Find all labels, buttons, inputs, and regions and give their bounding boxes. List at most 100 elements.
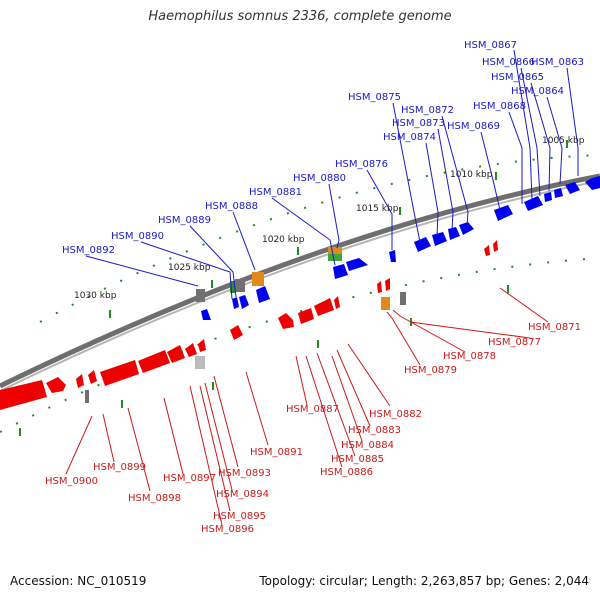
- leader-line: [508, 111, 523, 204]
- gene-label[interactable]: HSM_0865: [491, 72, 544, 83]
- gene-arrow[interactable]: [167, 345, 185, 363]
- gene-label[interactable]: HSM_0883: [348, 425, 401, 436]
- gene-label[interactable]: HSM_0898: [128, 493, 181, 504]
- gene-arrow[interactable]: [346, 258, 368, 271]
- feature-box[interactable]: [328, 254, 342, 261]
- gene-label[interactable]: HSM_0873: [392, 118, 445, 129]
- feature-box[interactable]: [196, 289, 205, 302]
- gene-arrow[interactable]: [239, 295, 249, 309]
- gene-arrow[interactable]: [232, 297, 239, 309]
- gene-arrow[interactable]: [298, 308, 314, 324]
- feature-box[interactable]: [381, 297, 390, 310]
- gene-label[interactable]: HSM_0890: [111, 231, 164, 242]
- gene-label[interactable]: HSM_0884: [341, 440, 394, 451]
- forward-gene-labels: HSM_0863 HSM_0864 HSM_0865 HSM_0866 HSM_…: [62, 40, 584, 256]
- scale-label: 1015 kbp: [356, 204, 399, 214]
- gene-arrow[interactable]: [46, 377, 66, 393]
- gene-arrow[interactable]: [377, 281, 382, 293]
- gene-arrow[interactable]: [484, 245, 490, 256]
- gene-arrow[interactable]: [138, 350, 170, 373]
- reverse-leader-lines: [65, 287, 549, 526]
- gene-arrow[interactable]: [88, 370, 97, 384]
- feature-box[interactable]: [85, 390, 89, 403]
- scale-label: 1010 kbp: [450, 170, 493, 180]
- reverse-gene-track: [0, 240, 498, 410]
- gene-arrow[interactable]: [448, 227, 460, 240]
- gene-label[interactable]: HSM_0891: [250, 447, 303, 458]
- gene-arrow[interactable]: [544, 192, 552, 202]
- gene-label[interactable]: HSM_0897: [163, 473, 216, 484]
- feature-box[interactable]: [235, 279, 245, 292]
- gene-arrow[interactable]: [201, 309, 211, 320]
- feature-box[interactable]: [252, 272, 264, 286]
- gene-arrow[interactable]: [432, 232, 447, 246]
- gene-label[interactable]: HSM_0863: [531, 57, 584, 68]
- outer-tick-track: [39, 154, 600, 323]
- feature-box[interactable]: [328, 247, 342, 254]
- gene-label[interactable]: HSM_0867: [464, 40, 517, 51]
- gene-label[interactable]: HSM_0887: [286, 404, 339, 415]
- gene-label[interactable]: HSM_0886: [320, 467, 373, 478]
- gene-label[interactable]: HSM_0878: [443, 351, 496, 362]
- gene-label[interactable]: HSM_0895: [213, 511, 266, 522]
- gene-arrow[interactable]: [333, 264, 348, 279]
- gene-label[interactable]: HSM_0892: [62, 245, 115, 256]
- gene-arrow[interactable]: [314, 298, 334, 316]
- gene-arrow[interactable]: [389, 250, 396, 262]
- gene-label[interactable]: HSM_0893: [218, 468, 271, 479]
- gene-arrow[interactable]: [414, 237, 431, 252]
- gene-label[interactable]: HSM_0888: [205, 201, 258, 212]
- feature-box[interactable]: [230, 281, 235, 293]
- gene-label[interactable]: HSM_0875: [348, 92, 401, 103]
- gene-label[interactable]: HSM_0885: [331, 454, 384, 465]
- gene-arrow[interactable]: [185, 343, 197, 357]
- gene-label[interactable]: HSM_0900: [45, 476, 98, 487]
- gene-label[interactable]: HSM_0868: [473, 101, 526, 112]
- feature-box[interactable]: [400, 292, 406, 305]
- gene-arrow[interactable]: [0, 380, 47, 410]
- gene-arrow[interactable]: [76, 374, 84, 388]
- gene-arrow[interactable]: [494, 205, 513, 221]
- gene-arrow[interactable]: [565, 182, 580, 194]
- gene-label[interactable]: HSM_0894: [216, 489, 269, 500]
- gene-label[interactable]: HSM_0881: [249, 187, 302, 198]
- gene-arrow[interactable]: [459, 222, 474, 235]
- gene-label[interactable]: HSM_0874: [383, 132, 436, 143]
- gene-label[interactable]: HSM_0896: [201, 524, 254, 535]
- leader-line: [386, 311, 421, 366]
- gene-label[interactable]: HSM_0880: [293, 173, 346, 184]
- gene-label[interactable]: HSM_0864: [511, 86, 564, 97]
- gene-label[interactable]: HSM_0882: [369, 409, 422, 420]
- forward-gene-track: [201, 176, 600, 320]
- gene-arrow[interactable]: [385, 278, 390, 291]
- genome-backbone: [0, 173, 600, 389]
- gene-arrow[interactable]: [230, 325, 243, 340]
- gene-label[interactable]: HSM_0871: [528, 322, 581, 333]
- gene-label[interactable]: HSM_0866: [482, 57, 535, 68]
- leader-line: [232, 211, 256, 271]
- leader-line: [546, 96, 563, 185]
- gene-label[interactable]: HSM_0877: [488, 337, 541, 348]
- gene-label[interactable]: HSM_0889: [158, 215, 211, 226]
- reverse-gene-labels: HSM_0871 HSM_0877 HSM_0878 HSM_0879 HSM_…: [45, 322, 581, 535]
- gene-label[interactable]: HSM_0899: [93, 462, 146, 473]
- scale-label: 1025 kbp: [168, 263, 211, 273]
- gene-label[interactable]: HSM_0879: [404, 365, 457, 376]
- gene-label[interactable]: HSM_0869: [447, 121, 500, 132]
- map-title: Haemophilus somnus 2336, complete genome: [148, 9, 452, 24]
- gene-arrow[interactable]: [524, 196, 543, 211]
- gene-arrow[interactable]: [554, 188, 563, 198]
- gene-label[interactable]: HSM_0872: [401, 105, 454, 116]
- gene-arrow[interactable]: [256, 286, 270, 303]
- gene-label[interactable]: HSM_0876: [335, 159, 388, 170]
- gene-arrow[interactable]: [198, 339, 206, 352]
- gene-arrow[interactable]: [493, 240, 498, 252]
- leader-line: [316, 352, 356, 457]
- gene-arrow[interactable]: [100, 360, 139, 386]
- feature-box[interactable]: [195, 356, 205, 369]
- gene-arrow[interactable]: [278, 313, 294, 329]
- gene-arrow[interactable]: [334, 296, 340, 309]
- gene-arrow[interactable]: [585, 176, 600, 190]
- leader-line: [480, 131, 501, 211]
